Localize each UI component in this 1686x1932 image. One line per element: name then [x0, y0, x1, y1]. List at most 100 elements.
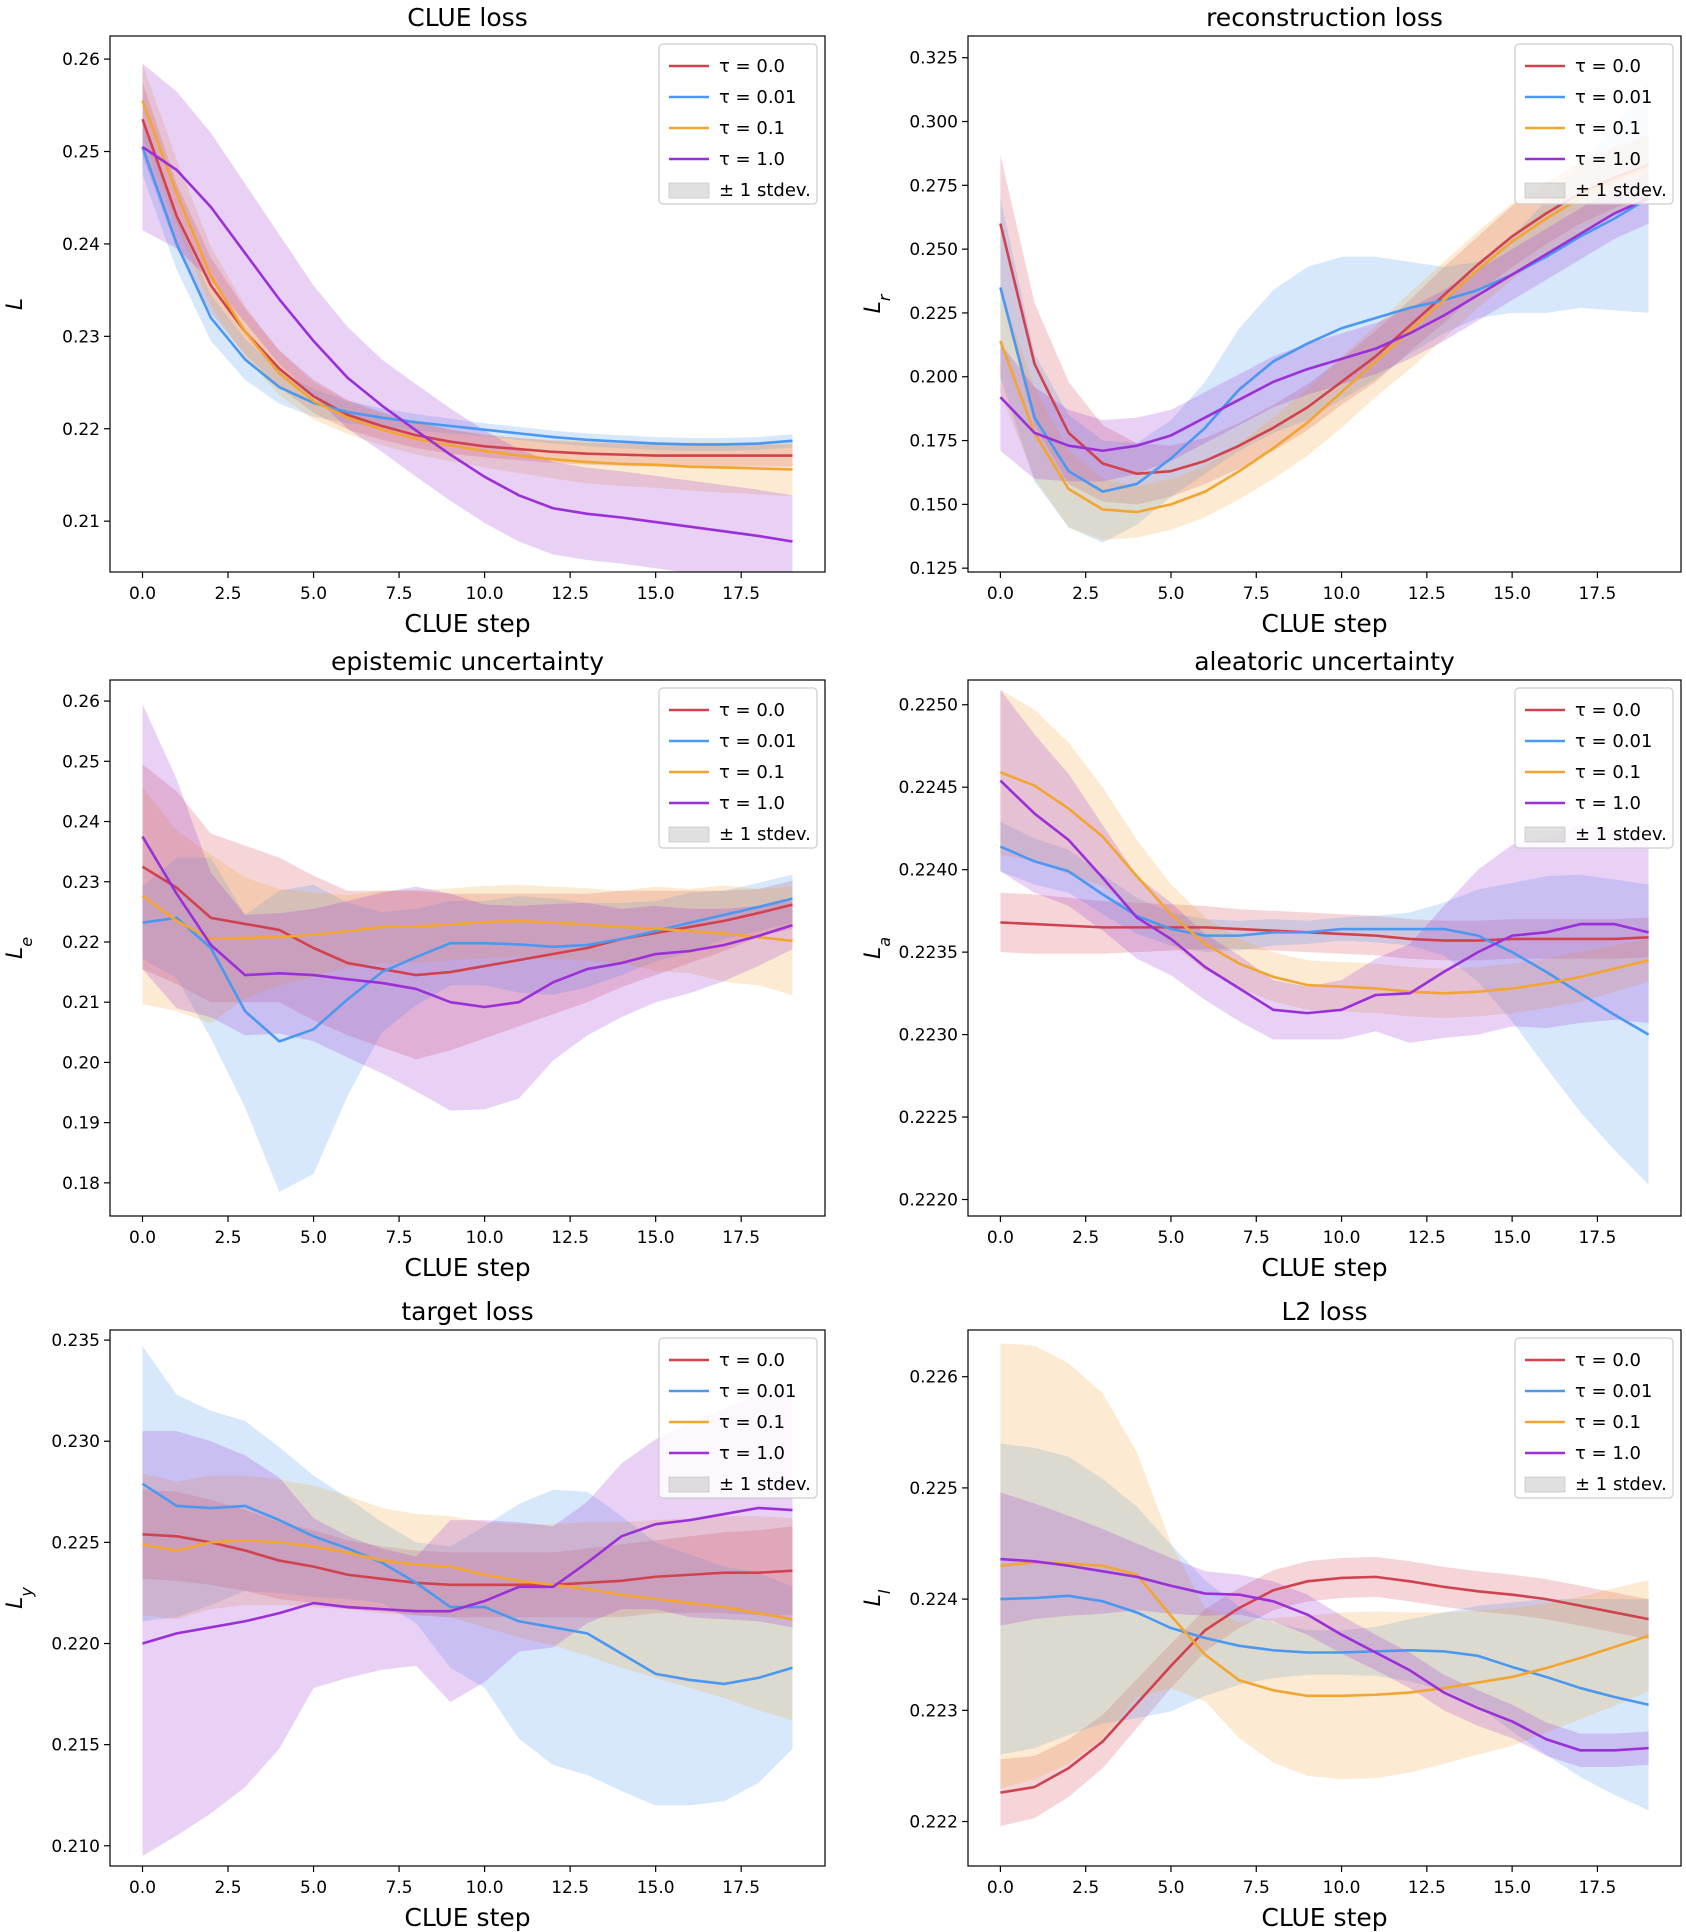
x-tick-label: 5.0: [1157, 1228, 1184, 1248]
y-tick-label: 0.23: [62, 327, 100, 347]
legend-band-label: ± 1 stdev.: [719, 824, 811, 845]
y-axis-label-subscript: y: [17, 1587, 36, 1598]
legend-label-4: τ = 1.0: [719, 1443, 785, 1464]
y-tick-label: 0.150: [909, 495, 958, 515]
series-line-3: [141, 894, 793, 943]
legend: τ = 0.0 τ = 0.01 τ = 0.1 τ = 1.0 ± 1 stdev.: [658, 687, 818, 849]
stdev-band-2: [1000, 83, 1649, 543]
x-tick-label: 10.0: [466, 1228, 504, 1248]
y-tick-label: 0.26: [62, 692, 100, 712]
y-axis-label-subscript: l: [875, 1589, 894, 1594]
subplot-target-loss: target loss 0.0 2.5 5.0 7.5 10.0 12.5 15.0 17.5 0…: [3, 1297, 826, 1932]
x-tick-label: 17.5: [722, 584, 760, 604]
axes-frame: [967, 1329, 1682, 1867]
legend-band-swatch: [668, 826, 710, 843]
legend-label-2: τ = 0.01: [719, 731, 796, 752]
x-tick-label: 15.0: [637, 1878, 675, 1898]
legend-label-4: τ = 1.0: [719, 149, 785, 170]
y-tick-label: 0.22: [62, 420, 100, 440]
plot-area: [1000, 1343, 1649, 1826]
series-line-2: [999, 196, 1650, 493]
y-axis-label-base: L: [861, 947, 886, 959]
series-line-1: [999, 163, 1650, 476]
stdev-band-4: [142, 63, 793, 572]
legend-label-1: τ = 0.0: [1575, 700, 1641, 721]
legend-label-4: τ = 1.0: [1575, 793, 1641, 814]
y-tick-label: 0.2235: [899, 943, 958, 963]
y-axis-label-text: Lr: [861, 293, 894, 313]
x-tick-label: 5.0: [300, 584, 327, 604]
series-line-2: [142, 897, 793, 1043]
y-tick-label: 0.220: [51, 1635, 100, 1655]
stdev-band-2: [1000, 821, 1649, 1185]
legend-band-swatch: [668, 182, 710, 199]
stdev-band-3: [1000, 689, 1649, 1019]
x-tick-label: 5.0: [1157, 1878, 1184, 1898]
stdev-band-1: [142, 764, 793, 1060]
x-tick-label: 0.0: [987, 1228, 1014, 1248]
series-line-4: [141, 835, 793, 1009]
x-tick-label: 10.0: [1323, 584, 1361, 604]
chart-title: aleatoric uncertainty: [1194, 647, 1455, 676]
x-tick-label: 12.5: [1408, 584, 1446, 604]
x-tick-label: 10.0: [1323, 1228, 1361, 1248]
legend-label-2: τ = 0.01: [1575, 87, 1652, 108]
y-tick-label: 0.24: [62, 235, 100, 255]
y-tick-label: 0.125: [909, 559, 958, 579]
axes-frame: [109, 679, 826, 1217]
x-tick-label: 7.5: [386, 584, 413, 604]
y-tick-label: 0.2250: [899, 696, 958, 716]
y-tick-label: 0.175: [909, 432, 958, 452]
x-tick-label: 12.5: [551, 1878, 589, 1898]
x-tick-label: 2.5: [1072, 584, 1099, 604]
y-tick-label: 0.226: [909, 1368, 958, 1388]
stdev-band-2: [1000, 1443, 1649, 1811]
y-axis-label-base: L: [861, 301, 886, 313]
axes-frame: [109, 1329, 826, 1867]
legend: τ = 0.0 τ = 0.01 τ = 0.1 τ = 1.0 ± 1 stdev.: [1514, 687, 1674, 849]
y-tick-label: 0.25: [62, 752, 100, 772]
series-line-1: [142, 1532, 793, 1587]
x-axis-label: CLUE step: [1261, 609, 1387, 638]
plot-area: [999, 689, 1650, 1185]
legend: τ = 0.0 τ = 0.01 τ = 0.1 τ = 1.0 ± 1 stdev.: [1514, 43, 1674, 205]
y-tick-label: 0.250: [909, 240, 958, 260]
stdev-band-4: [142, 704, 793, 1111]
subplot-aleatoric-uncertainty: aleatoric uncertainty 0.0 2.5 5.0 7.5 10.0 12.…: [861, 647, 1682, 1282]
legend-band-swatch: [668, 1476, 710, 1493]
series-line-4: [999, 779, 1649, 1015]
stdev-band-1: [1000, 892, 1649, 961]
x-tick-label: 17.5: [1578, 1878, 1616, 1898]
x-tick-label: 12.5: [551, 1228, 589, 1248]
x-tick-label: 7.5: [1243, 1878, 1270, 1898]
y-axis-label: Le: [3, 937, 36, 959]
legend-band-label: ± 1 stdev.: [1575, 1474, 1667, 1495]
legend-label-3: τ = 0.1: [1575, 118, 1641, 139]
legend: τ = 0.0 τ = 0.01 τ = 0.1 τ = 1.0 ± 1 stdev.: [1514, 1337, 1674, 1499]
series-line-1: [141, 865, 793, 977]
x-tick-label: 12.5: [1408, 1228, 1446, 1248]
stdev-band-2: [142, 1346, 793, 1806]
series-line-3: [999, 166, 1650, 514]
x-tick-label: 7.5: [1243, 1228, 1270, 1248]
legend-frame: [658, 687, 818, 849]
x-axis-label: CLUE step: [1261, 1903, 1387, 1932]
series-line-2: [999, 845, 1650, 1036]
legend-band-swatch: [1524, 826, 1566, 843]
axes-frame: [967, 679, 1682, 1217]
chart-title: L2 loss: [1281, 1297, 1367, 1326]
legend-band-label: ± 1 stdev.: [719, 1474, 811, 1495]
x-tick-label: 5.0: [300, 1878, 327, 1898]
series-line-3: [1000, 1561, 1649, 1698]
plot-area: [141, 1346, 793, 1856]
legend-label-1: τ = 0.0: [1575, 1350, 1641, 1371]
x-tick-label: 2.5: [215, 584, 242, 604]
x-tick-label: 15.0: [1493, 584, 1531, 604]
x-axis-label: CLUE step: [404, 1903, 530, 1932]
x-axis-label: CLUE step: [404, 609, 530, 638]
x-axis-label: CLUE step: [1261, 1253, 1387, 1282]
series-line-4: [1000, 1557, 1649, 1752]
x-tick-label: 15.0: [637, 584, 675, 604]
y-axis-label-base: L: [3, 947, 28, 959]
legend-label-1: τ = 0.0: [1575, 56, 1641, 77]
